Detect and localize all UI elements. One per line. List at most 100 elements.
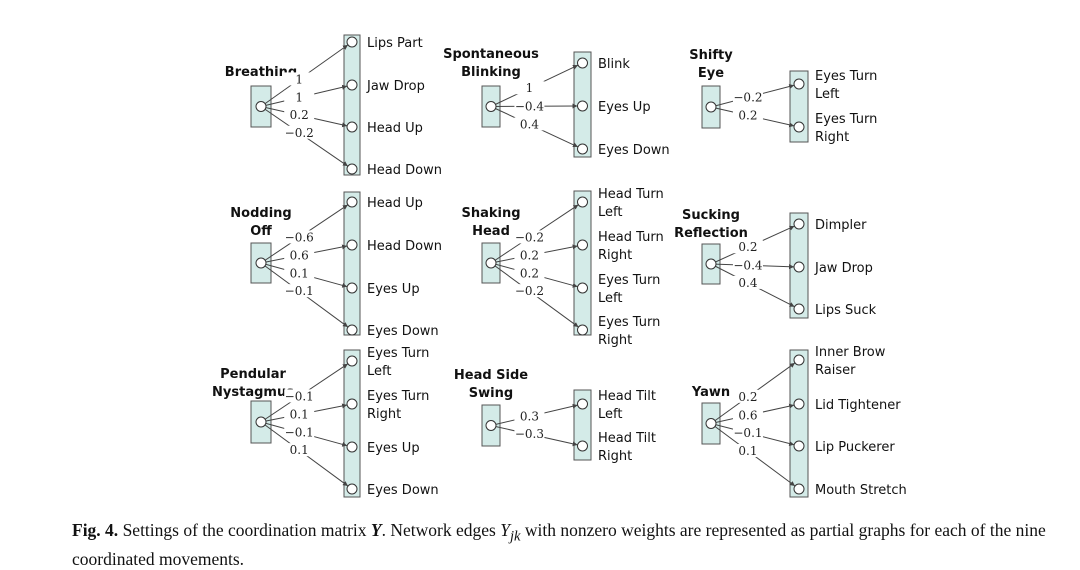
edge-symbol: Y — [500, 520, 510, 540]
target-label: Raiser — [815, 363, 856, 378]
target-label: Left — [598, 291, 622, 306]
movement-title: Reflection — [674, 226, 748, 241]
target-label: Right — [367, 407, 401, 422]
target-node — [794, 399, 804, 409]
target-label: Head Down — [367, 239, 442, 254]
target-node — [347, 399, 357, 409]
edge-weight: 0.2 — [520, 248, 539, 262]
target-label: Head Up — [367, 121, 423, 136]
edge-weight: −0.6 — [285, 230, 314, 244]
movement-title: Off — [250, 224, 272, 239]
movement-title: Pendular — [220, 367, 286, 382]
target-label: Eyes Turn — [367, 346, 429, 361]
target-label: Mouth Stretch — [815, 483, 907, 498]
edge-weight: 0.4 — [520, 117, 539, 131]
target-label: Right — [815, 130, 849, 145]
edge-weight: −0.2 — [285, 126, 314, 140]
target-node — [794, 262, 804, 272]
target-label: Eyes Up — [367, 441, 420, 456]
movement-title: Head — [472, 224, 510, 239]
movement-title: Nystagmus — [212, 385, 294, 400]
target-label: Eyes Turn — [367, 389, 429, 404]
target-node — [794, 484, 804, 494]
movement-title: Blinking — [461, 65, 521, 80]
target-node — [794, 304, 804, 314]
edge-weight: 1 — [526, 81, 534, 95]
source-node — [256, 102, 266, 112]
target-label: Blink — [598, 57, 630, 72]
target-label: Left — [367, 364, 391, 379]
target-node — [578, 144, 588, 154]
target-label: Head Down — [367, 163, 442, 178]
figure-caption: Fig. 4. Settings of the coordination mat… — [72, 519, 1062, 570]
edge-subscript: jk — [510, 529, 521, 545]
matrix-symbol: Y — [371, 520, 382, 540]
target-label: Eyes Turn — [598, 315, 660, 330]
source-node — [706, 419, 716, 429]
target-label: Head Turn — [598, 187, 664, 202]
movement-title: Head Side — [454, 368, 528, 383]
target-node — [347, 240, 357, 250]
target-node — [578, 197, 588, 207]
source-node — [706, 259, 716, 269]
target-label: Dimpler — [815, 218, 867, 233]
edge-weight: −0.3 — [515, 427, 544, 441]
target-label: Right — [598, 449, 632, 464]
target-node — [578, 441, 588, 451]
target-label: Left — [598, 205, 622, 220]
caption-text: . Network edges — [382, 520, 501, 540]
edge-weight: 0.1 — [290, 443, 309, 457]
edge-weight: 0.1 — [290, 407, 309, 421]
movement-title: Sucking — [682, 208, 740, 223]
target-label: Eyes Down — [598, 143, 670, 158]
target-node — [347, 164, 357, 174]
target-box — [344, 35, 360, 175]
target-node — [347, 80, 357, 90]
target-label: Lips Part — [367, 36, 423, 51]
edge-weight: −0.4 — [733, 258, 763, 272]
target-node — [794, 441, 804, 451]
target-label: Head Tilt — [598, 431, 656, 446]
target-box — [344, 350, 360, 497]
edge-weight: −0.2 — [515, 284, 544, 298]
movement-title: Nodding — [230, 206, 291, 221]
target-label: Lid Tightener — [815, 398, 901, 413]
target-label: Inner Brow — [815, 345, 886, 360]
edge-weight: −0.1 — [285, 426, 314, 440]
edge-weight: 1 — [295, 72, 303, 86]
target-box — [790, 350, 808, 497]
edge-weight: −0.1 — [285, 389, 314, 403]
target-node — [578, 399, 588, 409]
target-node — [347, 325, 357, 335]
source-node — [706, 102, 716, 112]
edge-weight: 1 — [295, 90, 303, 104]
movement-title: Spontaneous — [443, 47, 539, 62]
target-label: Jaw Drop — [814, 261, 873, 276]
source-node — [486, 421, 496, 431]
edge-weight: −0.1 — [733, 426, 762, 440]
target-node — [578, 101, 588, 111]
target-label: Eyes Up — [367, 282, 420, 297]
target-box — [574, 191, 591, 335]
edge-weight: 0.2 — [290, 108, 309, 122]
target-label: Left — [598, 407, 622, 422]
target-label: Lip Puckerer — [815, 440, 895, 455]
edge-weight: 0.1 — [738, 444, 757, 458]
target-node — [794, 355, 804, 365]
edge-weight: −0.1 — [285, 284, 314, 298]
movement-title: Shaking — [461, 206, 520, 221]
target-label: Eyes Turn — [815, 112, 877, 127]
target-node — [794, 122, 804, 132]
edge-weight: 0.6 — [290, 248, 309, 262]
target-label: Head Tilt — [598, 389, 656, 404]
edge-weight: 0.4 — [738, 276, 757, 290]
target-node — [578, 283, 588, 293]
source-node — [256, 417, 266, 427]
caption-text: Settings of the coordination matrix — [118, 520, 371, 540]
